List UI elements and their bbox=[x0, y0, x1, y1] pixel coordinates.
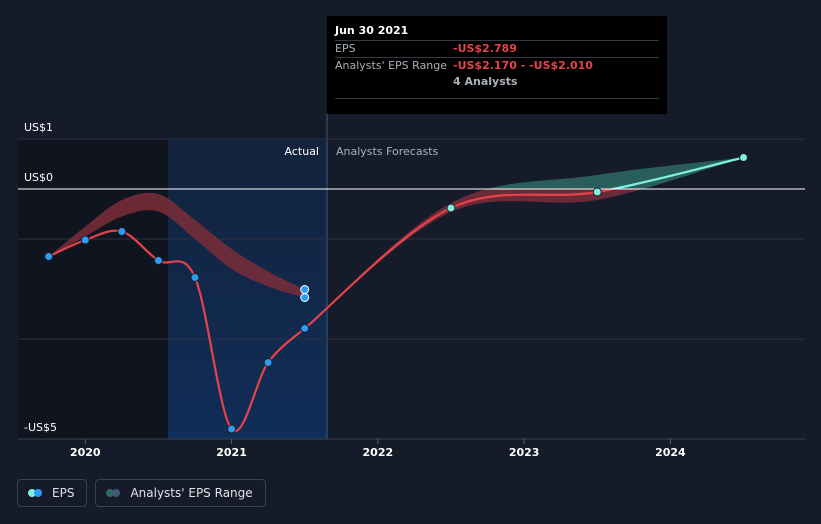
tooltip-divider bbox=[335, 98, 659, 99]
eps-legend-icon bbox=[28, 488, 44, 498]
legend: EPS Analysts' EPS Range bbox=[17, 479, 266, 507]
x-tick-label-2: 2022 bbox=[363, 446, 394, 459]
tooltip-eps-value: -US$2.789 bbox=[453, 42, 517, 55]
x-tick-label-0: 2020 bbox=[70, 446, 101, 459]
x-tick-label-1: 2021 bbox=[216, 446, 247, 459]
y-tick-label-0: US$1 bbox=[24, 121, 53, 134]
pre-period-shade bbox=[18, 139, 168, 439]
eps-point-actual-4 bbox=[190, 273, 200, 282]
eps-point-actual-7 bbox=[300, 323, 310, 333]
eps-line-forecast-positive bbox=[607, 156, 744, 189]
tooltip: Jun 30 2021 EPS -US$2.789 Analysts' EPS … bbox=[327, 16, 667, 114]
actual-label: Actual bbox=[285, 145, 319, 158]
tooltip-eps-label: EPS bbox=[335, 42, 356, 55]
range-low-point bbox=[300, 293, 310, 302]
legend-eps[interactable]: EPS bbox=[17, 479, 88, 507]
eps-point-actual-0 bbox=[44, 252, 54, 261]
eps-point-forecast-0 bbox=[446, 203, 456, 213]
eps-point-actual-5 bbox=[227, 424, 237, 434]
range-band-forecast-positive bbox=[487, 157, 744, 189]
y-tick-label-1: US$0 bbox=[24, 171, 53, 184]
tooltip-date: Jun 30 2021 bbox=[335, 24, 409, 37]
legend-range-label: Analysts' EPS Range bbox=[130, 486, 253, 500]
eps-point-actual-1 bbox=[80, 235, 90, 245]
y-tick-label-2: -US$5 bbox=[24, 421, 57, 434]
x-tick-label-4: 2024 bbox=[655, 446, 686, 459]
eps-line-forecast bbox=[304, 189, 619, 330]
eps-point-actual-3 bbox=[153, 256, 163, 265]
legend-eps-label: EPS bbox=[52, 486, 75, 500]
range-legend-icon bbox=[106, 488, 122, 498]
tooltip-range-label: Analysts' EPS Range bbox=[335, 59, 448, 72]
tooltip-analysts: 4 Analysts bbox=[453, 75, 518, 88]
eps-point-actual-2 bbox=[117, 227, 127, 236]
eps-point-forecast-2 bbox=[739, 153, 749, 162]
range-high-point bbox=[300, 285, 310, 294]
range-band-actual bbox=[48, 192, 305, 298]
tooltip-range-row: Analysts' EPS Range -US$2.170 - -US$2.01… bbox=[335, 57, 659, 74]
eps-point-forecast-1 bbox=[592, 187, 602, 197]
tooltip-range-value: -US$2.170 - -US$2.010 bbox=[453, 59, 593, 72]
legend-range[interactable]: Analysts' EPS Range bbox=[95, 479, 266, 507]
eps-point-actual-6 bbox=[263, 358, 273, 367]
x-tick-label-3: 2023 bbox=[509, 446, 540, 459]
forecast-label: Analysts Forecasts bbox=[336, 145, 439, 158]
tooltip-eps-row: EPS -US$2.789 bbox=[335, 40, 659, 57]
